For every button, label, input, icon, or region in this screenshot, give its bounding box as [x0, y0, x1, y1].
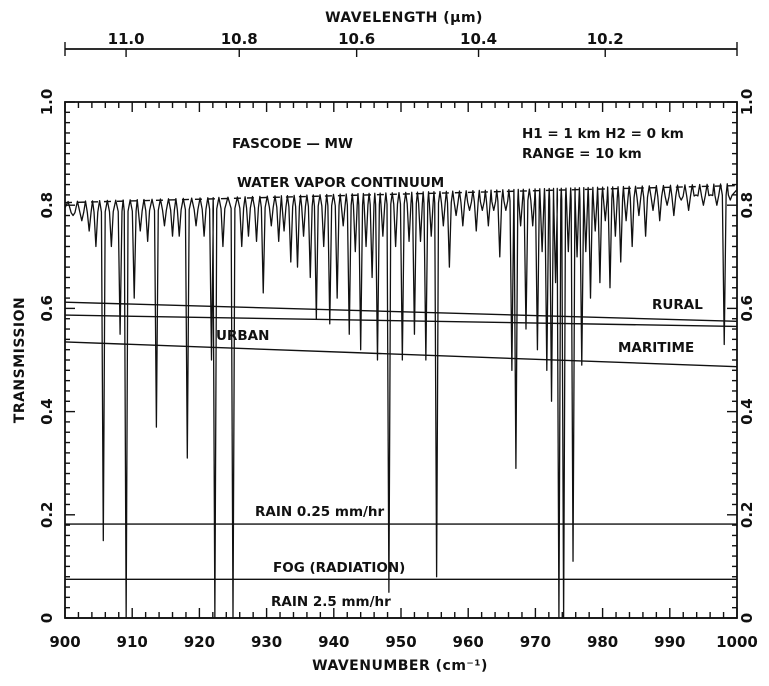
geometry-annotation-1: H1 = 1 km H2 = 0 km: [522, 126, 684, 142]
x-tick-label: 930: [251, 633, 282, 651]
top-axis-tick-label: 11.0: [108, 30, 145, 48]
series-line-2: [64, 314, 738, 328]
x-tick-label: 970: [520, 633, 551, 651]
label-urban: URBAN: [216, 328, 269, 344]
y-tick-label-left: 0: [38, 613, 56, 623]
y-tick-label-right: 0.6: [738, 295, 756, 322]
label-maritime: MARITIME: [618, 340, 694, 356]
x-tick-label: 900: [49, 633, 80, 651]
label-rain-25: RAIN 2.5 mm/hr: [271, 594, 391, 610]
top-axis-title: WAVELENGTH (µm): [325, 10, 483, 26]
y-tick-label-right: 1.0: [738, 89, 756, 116]
x-axis-title: WAVENUMBER (cm⁻¹): [312, 658, 488, 674]
y-tick-label-right: 0.4: [738, 398, 756, 425]
series-line-0: [64, 184, 738, 204]
x-tick-label: 960: [453, 633, 484, 651]
label-water-vapor-continuum: WATER VAPOR CONTINUUM: [237, 175, 444, 191]
x-tick-label: 910: [117, 633, 148, 651]
y-tick-label-right: 0: [738, 613, 756, 623]
series-line-1: [64, 301, 738, 322]
y-tick-label-left: 0.2: [38, 502, 56, 529]
tick-marks: [64, 49, 738, 619]
geometry-annotation-2: RANGE = 10 km: [522, 146, 642, 162]
absorption-spectrum: [64, 183, 738, 619]
x-tick-label: 950: [385, 633, 416, 651]
label-rural: RURAL: [652, 297, 703, 313]
y-tick-label-left: 1.0: [38, 89, 56, 116]
label-rain-025: RAIN 0.25 mm/hr: [255, 504, 385, 520]
x-tick-label: 990: [654, 633, 685, 651]
y-tick-label-right: 0.2: [738, 502, 756, 529]
y-tick-label-left: 0.6: [38, 295, 56, 322]
y-tick-label-left: 0.8: [38, 192, 56, 219]
label-fog: FOG (RADIATION): [273, 560, 405, 576]
x-tick-label: 980: [587, 633, 618, 651]
top-axis-tick-label: 10.8: [221, 30, 258, 48]
x-tick-label: 920: [184, 633, 215, 651]
top-axis-tick-label: 10.4: [460, 30, 497, 48]
tick-labels: 900 910 920 930 940 950 960 970 980 990 1000 0 0 0.2 0…: [38, 30, 758, 651]
model-annotation: FASCODE — MW: [232, 136, 353, 152]
y-tick-label-left: 0.4: [38, 398, 56, 425]
top-axis-tick-label: 10.2: [587, 30, 624, 48]
y-tick-label-right: 0.8: [738, 192, 756, 219]
y-axis-title: TRANSMISSION: [12, 297, 28, 423]
top-axis-tick-label: 10.6: [338, 30, 375, 48]
series-line-3: [64, 341, 738, 368]
absorption-trace: [64, 183, 738, 619]
x-tick-label: 940: [318, 633, 349, 651]
x-tick-label: 1000: [716, 633, 758, 651]
